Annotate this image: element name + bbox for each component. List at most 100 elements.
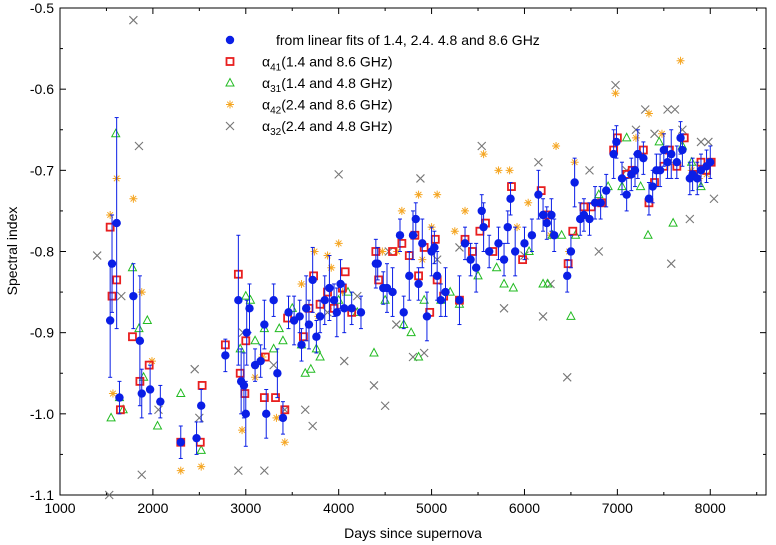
data-point bbox=[503, 222, 512, 232]
data-point bbox=[352, 291, 362, 301]
data-point bbox=[538, 278, 548, 288]
data-point bbox=[240, 389, 250, 398]
data-point bbox=[295, 312, 304, 321]
data-point bbox=[704, 137, 713, 147]
data-point bbox=[152, 420, 163, 430]
data-point bbox=[233, 466, 243, 476]
data-point bbox=[471, 263, 481, 272]
legend-label: from linear fits of 1.4, 2.4. 4.8 and 8.… bbox=[276, 32, 540, 48]
data-point bbox=[568, 226, 578, 236]
data-point bbox=[666, 259, 676, 269]
x-tick-label: 8000 bbox=[695, 500, 726, 516]
x-tick-label: 1000 bbox=[44, 500, 75, 516]
data-point bbox=[570, 178, 579, 187]
y-tick-label: -0.8 bbox=[30, 244, 54, 260]
series-0 bbox=[105, 117, 715, 459]
data-point bbox=[678, 125, 687, 135]
data-point bbox=[524, 245, 534, 255]
data-point bbox=[137, 288, 146, 297]
data-point bbox=[154, 405, 163, 415]
data-point bbox=[245, 304, 254, 313]
data-point bbox=[494, 239, 503, 248]
data-point bbox=[241, 336, 251, 346]
data-point bbox=[505, 166, 514, 175]
data-point bbox=[391, 320, 401, 329]
data-point bbox=[552, 141, 561, 150]
data-point bbox=[115, 405, 125, 415]
data-point bbox=[550, 231, 559, 240]
data-point bbox=[260, 320, 269, 329]
data-point bbox=[676, 56, 685, 65]
data-point bbox=[527, 231, 537, 240]
data-point bbox=[197, 462, 206, 471]
data-point bbox=[477, 141, 487, 151]
data-point bbox=[280, 438, 289, 447]
data-point bbox=[269, 360, 279, 370]
data-point bbox=[648, 182, 657, 191]
data-point bbox=[602, 186, 611, 195]
y-axis-label: Spectral index bbox=[4, 207, 20, 296]
data-point bbox=[430, 234, 440, 244]
data-point bbox=[112, 218, 121, 228]
data-point bbox=[308, 421, 318, 431]
data-point bbox=[422, 312, 432, 321]
data-marks bbox=[92, 15, 719, 500]
data-point bbox=[566, 247, 576, 256]
data-point bbox=[235, 368, 245, 378]
data-point bbox=[176, 466, 185, 475]
series-3 bbox=[106, 56, 711, 475]
data-point bbox=[378, 247, 387, 256]
legend-label: α31(1.4 and 4.8 GHz) bbox=[262, 75, 393, 95]
legend-label: α41(1.4 and 8.6 GHz) bbox=[262, 54, 393, 74]
data-point bbox=[596, 198, 605, 207]
data-point bbox=[563, 259, 573, 269]
data-point bbox=[393, 247, 402, 256]
data-point bbox=[413, 351, 424, 361]
legend-marker bbox=[225, 121, 235, 131]
data-point bbox=[336, 279, 345, 289]
data-point bbox=[221, 351, 230, 360]
data-point bbox=[433, 190, 442, 199]
data-point bbox=[643, 229, 653, 239]
data-point bbox=[534, 157, 543, 167]
data-point bbox=[507, 182, 516, 191]
data-point bbox=[356, 308, 366, 317]
legend-label: α32(2.4 and 4.8 GHz) bbox=[262, 118, 393, 138]
data-point bbox=[105, 316, 115, 325]
series-2 bbox=[106, 128, 706, 454]
data-point bbox=[542, 218, 551, 228]
data-point bbox=[419, 294, 429, 304]
data-point bbox=[414, 190, 423, 199]
data-point bbox=[466, 255, 475, 264]
data-point bbox=[274, 323, 285, 333]
data-point bbox=[235, 343, 246, 353]
legend-marker bbox=[225, 77, 235, 87]
data-point bbox=[611, 89, 620, 98]
data-point bbox=[301, 304, 311, 313]
data-point bbox=[709, 194, 719, 204]
data-point bbox=[340, 267, 350, 277]
data-point bbox=[273, 369, 282, 378]
data-point bbox=[312, 332, 321, 341]
data-point bbox=[380, 401, 390, 411]
data-point bbox=[499, 255, 509, 264]
data-point bbox=[621, 132, 632, 142]
data-point bbox=[455, 296, 464, 305]
data-point bbox=[192, 433, 201, 443]
data-point bbox=[460, 239, 470, 248]
x-tick-label: 5000 bbox=[416, 500, 447, 516]
data-point bbox=[107, 259, 117, 268]
data-point bbox=[240, 290, 251, 300]
data-point bbox=[663, 105, 672, 114]
data-point bbox=[524, 198, 533, 207]
data-point bbox=[196, 444, 207, 454]
data-point bbox=[461, 206, 470, 215]
data-point bbox=[374, 275, 384, 285]
data-point bbox=[347, 304, 356, 313]
data-point bbox=[327, 263, 336, 272]
data-point bbox=[617, 174, 627, 183]
data-point bbox=[194, 413, 204, 423]
data-point bbox=[566, 310, 576, 320]
data-point bbox=[142, 314, 153, 324]
data-point bbox=[137, 389, 146, 398]
